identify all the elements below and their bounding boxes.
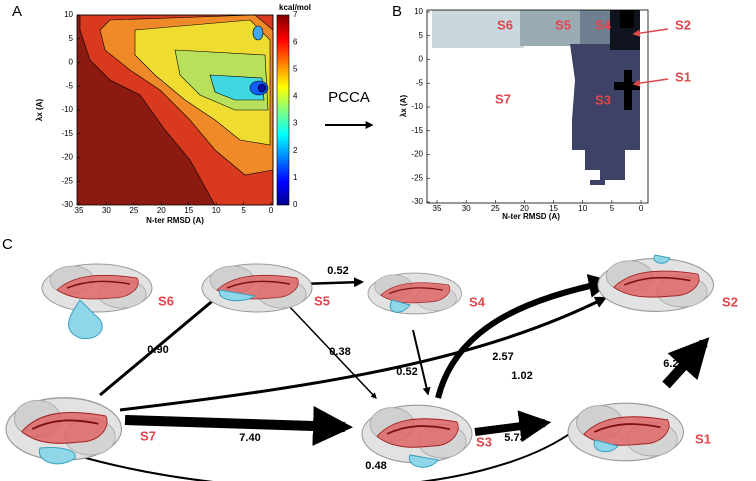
- x-tick-label: 25: [491, 204, 500, 213]
- x-tick-label: 20: [520, 204, 529, 213]
- state-label: S2: [675, 17, 691, 32]
- y-axis-label: λx (A): [35, 99, 44, 122]
- y-tick-label: -15: [61, 129, 73, 138]
- y-tick-label: -5: [66, 81, 74, 90]
- arrow: [632, 78, 669, 87]
- y-tick-label: -10: [411, 102, 423, 111]
- state-label: S2: [722, 294, 738, 309]
- y-tick-label: 5: [419, 31, 424, 40]
- state-label: S4: [469, 294, 486, 309]
- x-tick-label: 35: [75, 206, 84, 215]
- colorbar-tick-label: 7: [293, 10, 298, 19]
- plot-frame: [426, 9, 649, 204]
- colorbar-tick-label: 2: [293, 146, 298, 155]
- y-tick-label: 10: [414, 7, 423, 16]
- transition-weight: 7.40: [239, 432, 260, 444]
- x-tick-label: 5: [610, 204, 615, 213]
- arrow: [632, 28, 669, 37]
- x-tick-label: 20: [157, 206, 166, 215]
- y-tick-label: -10: [61, 105, 73, 114]
- transition-weight: 0.90: [147, 344, 168, 356]
- y-axis-label: λx (A): [399, 95, 408, 118]
- y-tick-label: -25: [411, 173, 423, 182]
- method-label: PCCA: [328, 89, 370, 106]
- x-tick-label: 10: [212, 206, 221, 215]
- structures: [5, 254, 715, 468]
- transition-weight: 0.38: [329, 346, 350, 358]
- colorbar-title: kcal/mol: [279, 3, 311, 12]
- y-tick-label: -30: [411, 197, 423, 206]
- colorbar-tick-label: 5: [293, 64, 298, 73]
- x-axis-label: N-ter RMSD (A): [502, 212, 560, 221]
- transition-weight: 0.52: [396, 366, 417, 378]
- y-tick-label: 0: [419, 55, 424, 64]
- state-label: S6: [497, 17, 513, 32]
- x-tick-label: 10: [578, 204, 587, 213]
- y-tick-label: -20: [61, 153, 73, 162]
- colorbar-tick-label: 1: [293, 173, 298, 182]
- y-tick-label: -20: [411, 150, 423, 159]
- y-tick-label: -30: [61, 200, 73, 209]
- ticks: 35 30 25 20 15 10 5 0 10 5 0 -5 -10 -15 -20 -25 -30: [411, 7, 643, 213]
- x-tick-label: 30: [462, 204, 471, 213]
- state-label: S5: [314, 293, 330, 308]
- state-label: S4: [595, 17, 612, 32]
- colorbar-tick-label: 0: [293, 200, 298, 209]
- state-label: S1: [675, 69, 691, 84]
- x-tick-label: 25: [129, 206, 138, 215]
- transition-weight: 0.48: [365, 460, 386, 472]
- colorbar-tick-label: 3: [293, 119, 298, 128]
- state-label: S5: [555, 17, 571, 32]
- x-axis-label: N-ter RMSD (A): [146, 216, 204, 225]
- transition-arrows: [74, 274, 710, 481]
- transition-weight: 2.57: [492, 351, 513, 363]
- x-tick-label: 15: [549, 204, 558, 213]
- panel-label: C: [2, 236, 13, 253]
- panel-label: B: [392, 3, 402, 20]
- transition-weight: 0.52: [327, 265, 348, 277]
- transition-weight: 1.02: [511, 370, 532, 382]
- transition-weight: 5.73: [504, 432, 525, 444]
- colorbar-tick-label: 4: [293, 92, 298, 101]
- x-tick-label: 0: [269, 206, 274, 215]
- state-label: S3: [476, 434, 492, 449]
- x-tick-label: 15: [184, 206, 193, 215]
- x-tick-label: 0: [639, 204, 644, 213]
- y-tick-label: -5: [416, 78, 424, 87]
- state-label: S6: [158, 293, 174, 308]
- state-map: [432, 10, 640, 185]
- x-tick-label: 35: [433, 204, 442, 213]
- state-label: S7: [140, 428, 156, 443]
- y-tick-label: 10: [64, 10, 73, 19]
- panel-label: A: [12, 3, 22, 20]
- colorbar-tick-label: 6: [293, 37, 298, 46]
- state-label: S1: [695, 431, 711, 446]
- y-tick-label: -25: [61, 176, 73, 185]
- ticks: 35 30 25 20 15 10 5 0 10 5 0 -5 -10 -15 -20 -25 -30 0 1 2 3 4…: [61, 10, 298, 215]
- state-label: S7: [495, 91, 511, 106]
- x-tick-label: 30: [102, 206, 111, 215]
- transition-weight: 6.21: [663, 358, 684, 370]
- contour-map: [79, 14, 274, 206]
- y-tick-label: -15: [411, 126, 423, 135]
- state-label: S3: [595, 92, 611, 107]
- colorbar: [276, 14, 290, 206]
- x-tick-label: 5: [241, 206, 246, 215]
- y-tick-label: 5: [69, 34, 74, 43]
- y-tick-label: 0: [69, 58, 74, 67]
